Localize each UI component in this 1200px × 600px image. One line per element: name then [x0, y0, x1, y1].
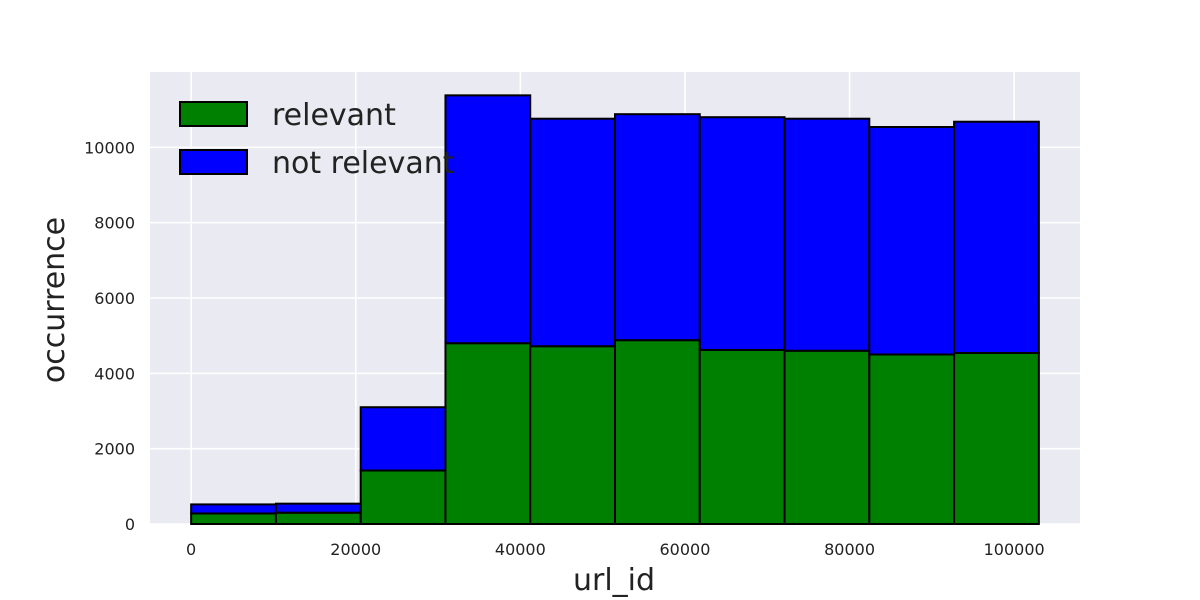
legend-swatch-relevant	[179, 101, 248, 127]
y-tick-label: 4000	[94, 364, 135, 383]
bar-relevant-2	[359, 469, 447, 526]
x-axis-title: url_id	[573, 563, 655, 598]
legend-label-relevant: relevant	[272, 98, 396, 133]
bar-not-relevant-6	[698, 116, 786, 351]
bar-not-relevant-2	[359, 406, 447, 472]
x-tick-label: 60000	[660, 540, 711, 559]
bar-relevant-3	[444, 342, 532, 526]
x-tick-label: 0	[186, 540, 196, 559]
y-tick-label: 2000	[94, 440, 135, 459]
y-tick-label: 10000	[84, 138, 135, 157]
legend-label-not-relevant: not relevant	[272, 146, 455, 181]
y-tick-label: 6000	[94, 289, 135, 308]
bar-relevant-7	[783, 349, 871, 525]
bar-relevant-0	[190, 512, 277, 525]
bar-not-relevant-4	[529, 117, 617, 348]
x-tick-label: 100000	[984, 540, 1045, 559]
bar-relevant-5	[614, 339, 701, 526]
legend-swatch-not-relevant	[179, 149, 248, 175]
x-tick-label: 40000	[495, 540, 546, 559]
y-tick-labels: 0 2000 4000 6000 8000 10000	[84, 138, 135, 534]
x-tick-label: 80000	[824, 540, 875, 559]
bar-not-relevant-7	[783, 117, 871, 352]
bar-not-relevant-5	[614, 113, 701, 342]
bar-relevant-6	[698, 348, 786, 526]
y-tick-label: 8000	[94, 214, 135, 233]
bar-relevant-4	[529, 345, 617, 526]
bar-not-relevant-3	[444, 94, 532, 345]
bar-not-relevant-0	[190, 503, 277, 515]
bar-not-relevant-9	[953, 120, 1040, 354]
bars	[190, 94, 1040, 526]
legend: relevant not relevant	[179, 98, 455, 181]
bar-not-relevant-1	[274, 502, 362, 514]
bar-not-relevant-8	[868, 125, 956, 356]
x-tick-labels: 0 20000 40000 60000 80000 100000	[186, 540, 1045, 559]
bar-relevant-1	[274, 511, 362, 526]
bar-relevant-8	[868, 353, 956, 525]
y-axis-title: occurrence	[37, 217, 72, 383]
bar-relevant-9	[953, 351, 1040, 526]
y-tick-label: 0	[125, 515, 135, 534]
x-tick-label: 20000	[330, 540, 381, 559]
